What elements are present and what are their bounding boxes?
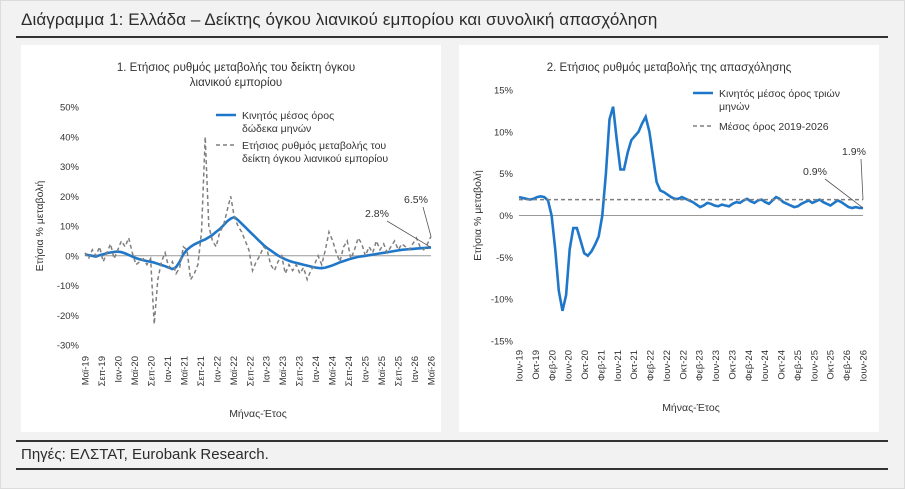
x-axis-label: Μήνας-Έτος	[229, 408, 287, 420]
x-tick-label: Φεβ-20	[547, 350, 558, 381]
y-tick-label: 40%	[60, 132, 80, 143]
figure-title: Διάγραμμα 1: Ελλάδα – Δείκτης όγκου λιαν…	[21, 10, 658, 29]
title-rule	[16, 36, 888, 38]
annotation-leader	[386, 220, 432, 248]
y-tick-label: 50%	[60, 103, 80, 114]
x-tick-label: Οκτ-23	[727, 350, 738, 380]
x-tick-label: Μαϊ-24	[328, 356, 339, 385]
x-tick-label: Ιουν-19	[515, 350, 526, 382]
source-rule-bottom	[16, 468, 888, 470]
legend-label: δείκτη όγκου λιανικού εμπορίου	[242, 153, 388, 165]
x-tick-label: Ιουν-24	[760, 350, 771, 382]
y-tick-label: -15%	[491, 337, 514, 348]
series-line-solid	[518, 106, 863, 312]
y-tick-label: -10%	[491, 295, 514, 306]
chart-employment: 2. Ετήσιος ρυθμός μεταβολής της απασχόλη…	[472, 62, 870, 414]
x-tick-label: Σεπ-20	[146, 356, 157, 386]
end-value-label: 0.9%	[803, 166, 827, 178]
y-tick-label: 10%	[60, 222, 80, 233]
x-tick-label: Μαϊ-20	[130, 356, 141, 385]
x-tick-label: Φεβ-24	[744, 350, 755, 381]
x-tick-label: Σεπ-23	[295, 356, 306, 386]
x-tick-label: Μαϊ-25	[377, 356, 388, 385]
y-tick-label: -30%	[57, 341, 80, 352]
x-tick-label: Μαϊ-19	[81, 356, 92, 385]
chart-title: 2. Ετήσιος ρυθμός μεταβολής της απασχόλη…	[547, 62, 792, 74]
x-tick-label: Ιαν-20	[113, 356, 124, 383]
y-tick-label: -10%	[57, 281, 80, 292]
end-value-label: 6.5%	[404, 194, 428, 206]
y-axis-label: Ετήσια % μεταβολή	[34, 181, 46, 272]
x-tick-label: Φεβ-21	[596, 350, 607, 381]
x-tick-label: Ιουν-23	[711, 350, 722, 382]
y-tick-label: 30%	[60, 162, 80, 173]
chart-title-line1: 1. Ετήσιος ρυθμός μεταβολής του δείκτη ό…	[117, 62, 355, 74]
x-tick-label: Οκτ-25	[826, 350, 837, 380]
legend-label: Ετήσιος ρυθμός μεταβολής του	[242, 140, 386, 152]
y-tick-label: 5%	[499, 169, 513, 180]
x-tick-label: Φεβ-25	[793, 350, 804, 381]
x-tick-label: Ιαν-25	[361, 356, 372, 383]
x-tick-label: Ιαν-21	[163, 356, 174, 383]
x-tick-label: Ιαν-24	[311, 356, 322, 383]
x-tick-label: Ιαν-23	[262, 356, 273, 383]
x-tick-label: Ιαν-26	[410, 356, 421, 383]
x-axis-label: Μήνας-Έτος	[662, 402, 720, 414]
x-tick-label: Οκτ-24	[777, 350, 788, 380]
y-tick-label: -5%	[496, 253, 513, 264]
x-tick-label: Φεβ-23	[695, 350, 706, 381]
y-tick-label: 15%	[494, 86, 514, 97]
x-tick-label: Σεπ-19	[97, 356, 108, 386]
x-tick-label: Μαϊ-21	[179, 356, 190, 385]
y-axis-label: Ετήσια % μεταβολή	[472, 170, 484, 261]
source-rule-top	[16, 440, 888, 442]
x-tick-label: Μαϊ-23	[278, 356, 289, 385]
annotation-leader	[422, 206, 432, 237]
panel-employment: 2. Ετήσιος ρυθμός μεταβολής της απασχόλη…	[459, 45, 879, 432]
series-line-solid	[84, 215, 432, 271]
legend-label: δώδεκα μηνών	[242, 123, 311, 135]
x-tick-label: Σεπ-21	[196, 356, 207, 386]
x-tick-label: Σεπ-22	[245, 356, 256, 386]
chart-title-line2: λιανικού εμπορίου	[190, 77, 282, 89]
end-value-label: 2.8%	[365, 208, 389, 220]
x-tick-label: Ιουν-26	[859, 350, 870, 382]
chart-retail: 1. Ετήσιος ρυθμός μεταβολής του δείκτη ό…	[34, 62, 438, 420]
legend-label: Κινητός μέσος όρος τριών	[719, 88, 840, 100]
x-tick-label: Ιουν-22	[662, 350, 673, 382]
y-tick-label: 0%	[499, 211, 513, 222]
annotation-leader	[860, 158, 864, 200]
x-tick-label: Φεβ-22	[646, 350, 657, 381]
x-tick-label: Οκτ-22	[678, 350, 689, 380]
legend-label: Μέσος όρος 2019-2026	[719, 121, 829, 133]
x-tick-label: Ιουν-21	[613, 350, 624, 382]
x-tick-label: Σεπ-24	[344, 356, 355, 386]
x-tick-label: Φεβ-26	[842, 350, 853, 381]
x-tick-label: Ιουν-25	[809, 350, 820, 382]
panel-retail: 1. Ετήσιος ρυθμός μεταβολής του δείκτη ό…	[21, 45, 441, 432]
x-tick-label: Σεπ-25	[394, 356, 405, 386]
x-tick-label: Ιουν-20	[564, 350, 575, 382]
y-tick-label: 20%	[60, 192, 80, 203]
source-note: Πηγές: ΕΛΣΤΑΤ, Eurobank Research.	[21, 446, 269, 463]
x-tick-label: Μαϊ-22	[229, 356, 240, 385]
x-tick-label: Οκτ-19	[531, 350, 542, 380]
end-value-label: 1.9%	[842, 146, 866, 158]
y-tick-label: 10%	[494, 127, 514, 138]
x-tick-label: Ιαν-22	[212, 356, 223, 383]
x-tick-label: Μαϊ-26	[427, 356, 438, 385]
series-line-dashed	[84, 136, 432, 325]
x-tick-label: Οκτ-20	[580, 350, 591, 380]
y-tick-label: 0%	[65, 251, 79, 262]
annotation-leader	[824, 178, 864, 209]
legend-label: μηνών	[719, 101, 750, 113]
x-tick-label: Οκτ-21	[629, 350, 640, 380]
y-tick-label: -20%	[57, 311, 80, 322]
legend-label: Κινητός μέσος όρος	[242, 110, 334, 122]
